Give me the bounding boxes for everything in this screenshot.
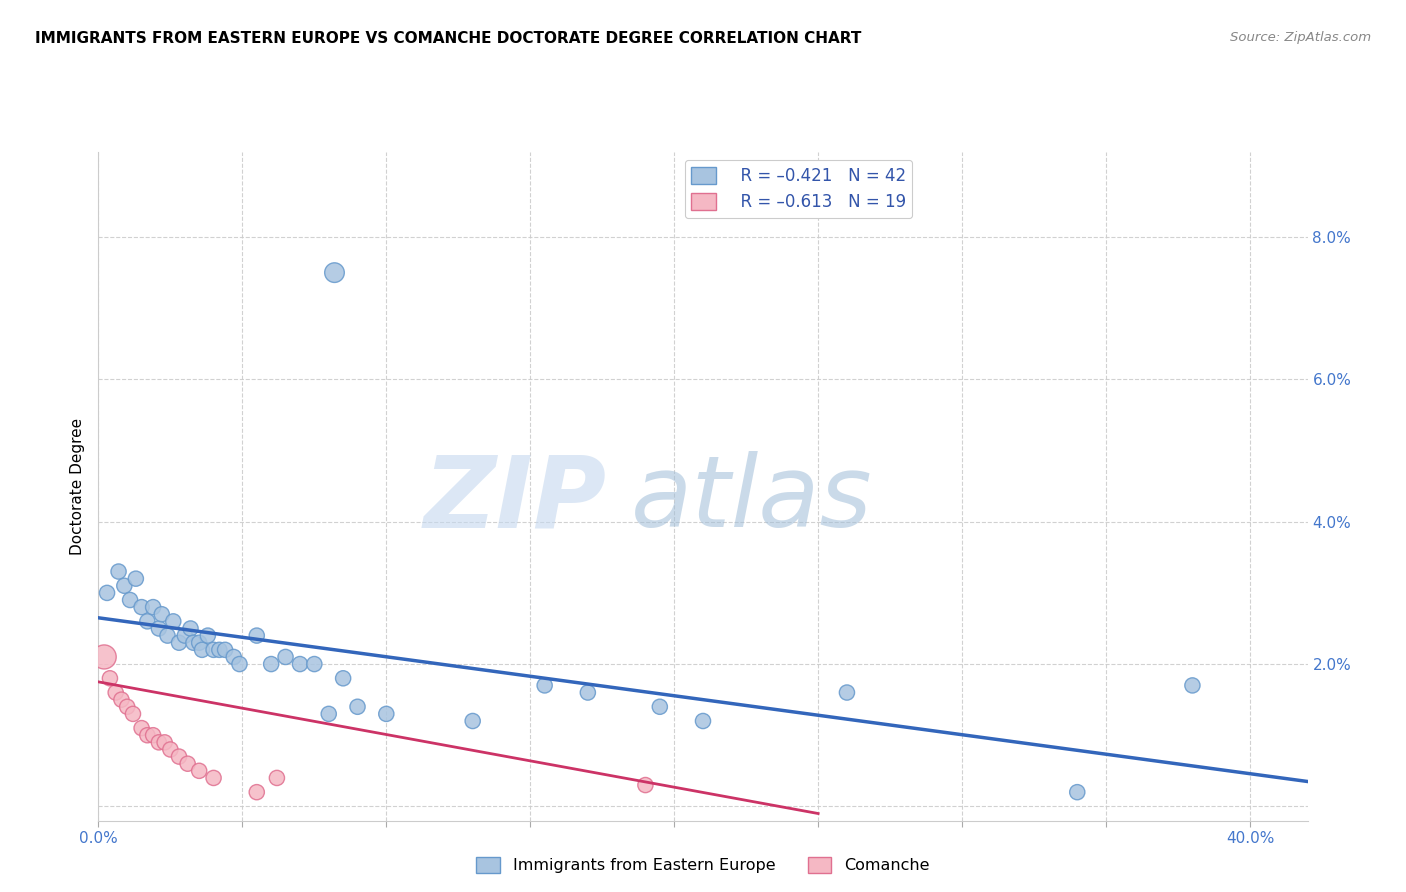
Point bbox=[318, 706, 340, 721]
Point bbox=[260, 657, 283, 671]
Point bbox=[692, 714, 714, 728]
Point bbox=[228, 657, 250, 671]
Point bbox=[153, 735, 176, 749]
Point bbox=[162, 615, 184, 629]
Point bbox=[115, 699, 138, 714]
Point bbox=[104, 685, 127, 699]
Text: Source: ZipAtlas.com: Source: ZipAtlas.com bbox=[1230, 31, 1371, 45]
Y-axis label: Doctorate Degree: Doctorate Degree bbox=[69, 417, 84, 555]
Point bbox=[136, 615, 159, 629]
Point bbox=[191, 643, 214, 657]
Point bbox=[136, 728, 159, 742]
Text: ZIP: ZIP bbox=[423, 451, 606, 548]
Text: atlas: atlas bbox=[630, 451, 872, 548]
Point bbox=[131, 721, 153, 735]
Point bbox=[208, 643, 231, 657]
Point bbox=[156, 629, 179, 643]
Point bbox=[246, 629, 269, 643]
Point bbox=[110, 692, 132, 706]
Point bbox=[167, 636, 190, 650]
Point bbox=[159, 742, 181, 756]
Point bbox=[173, 629, 195, 643]
Point bbox=[323, 266, 346, 280]
Point bbox=[202, 771, 225, 785]
Point bbox=[142, 728, 165, 742]
Point bbox=[1066, 785, 1088, 799]
Point bbox=[576, 685, 599, 699]
Point bbox=[222, 649, 245, 664]
Point bbox=[346, 699, 368, 714]
Point bbox=[304, 657, 326, 671]
Point bbox=[107, 565, 129, 579]
Point bbox=[188, 764, 211, 778]
Point bbox=[461, 714, 484, 728]
Point bbox=[188, 636, 211, 650]
Point bbox=[131, 600, 153, 615]
Point bbox=[93, 649, 115, 664]
Point bbox=[167, 749, 190, 764]
Text: IMMIGRANTS FROM EASTERN EUROPE VS COMANCHE DOCTORATE DEGREE CORRELATION CHART: IMMIGRANTS FROM EASTERN EUROPE VS COMANC… bbox=[35, 31, 862, 46]
Point bbox=[125, 572, 148, 586]
Point bbox=[1181, 678, 1204, 692]
Point bbox=[142, 600, 165, 615]
Point bbox=[202, 643, 225, 657]
Point bbox=[634, 778, 657, 792]
Point bbox=[176, 756, 198, 771]
Point bbox=[180, 622, 202, 636]
Legend: Immigrants from Eastern Europe, Comanche: Immigrants from Eastern Europe, Comanche bbox=[470, 850, 936, 880]
Point bbox=[148, 622, 170, 636]
Point bbox=[197, 629, 219, 643]
Legend:   R = –0.421   N = 42,   R = –0.613   N = 19: R = –0.421 N = 42, R = –0.613 N = 19 bbox=[685, 160, 912, 218]
Point bbox=[183, 636, 205, 650]
Point bbox=[288, 657, 311, 671]
Point bbox=[214, 643, 236, 657]
Point bbox=[120, 593, 142, 607]
Point bbox=[274, 649, 297, 664]
Point bbox=[150, 607, 173, 622]
Point bbox=[96, 586, 118, 600]
Point bbox=[148, 735, 170, 749]
Point bbox=[835, 685, 858, 699]
Point bbox=[112, 579, 135, 593]
Point bbox=[266, 771, 288, 785]
Point bbox=[98, 671, 121, 685]
Point bbox=[533, 678, 555, 692]
Point bbox=[648, 699, 671, 714]
Point bbox=[375, 706, 398, 721]
Point bbox=[122, 706, 145, 721]
Point bbox=[332, 671, 354, 685]
Point bbox=[246, 785, 269, 799]
